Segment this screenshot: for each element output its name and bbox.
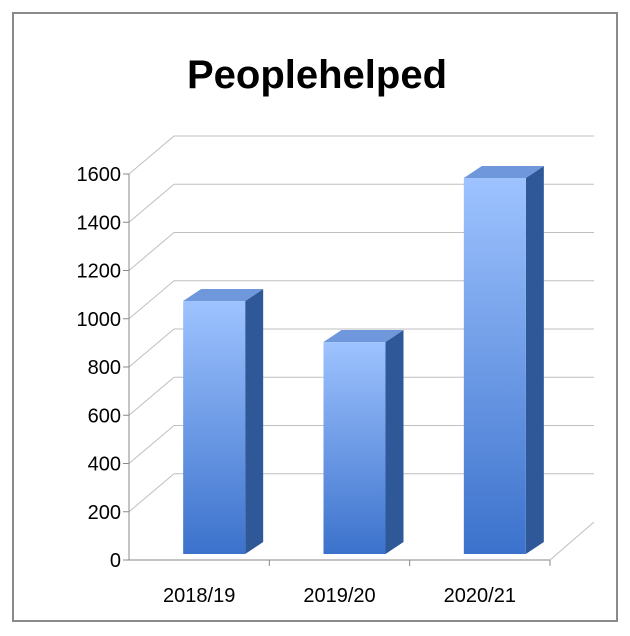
y-tick-label: 600 [88,405,121,427]
gridline-diagonal [129,426,174,464]
bar-side [245,289,263,554]
x-tick-label: 2020/21 [444,585,516,607]
y-tick-label: 1000 [77,309,122,331]
bar-1 [183,289,263,554]
bar-chart: People helped 0 200 400 600 800 1000 120… [14,14,620,624]
y-tick-label: 1200 [77,261,122,283]
x-axis-ticks: 2018/19 2019/20 2020/21 [163,560,550,607]
y-tick-label: 800 [88,357,121,379]
gridline-diagonal [129,136,174,174]
bars [183,166,544,554]
y-tick-label: 0 [110,550,121,572]
bar-front [464,178,526,554]
gridline-diagonal [129,233,174,271]
gridline-diagonal [129,329,174,367]
y-tick-label: 200 [88,502,121,524]
bar-2 [324,330,404,554]
x-tick-label: 2019/20 [303,585,375,607]
bar-3 [464,166,544,554]
bar-front [183,301,245,554]
y-axis-ticks: 0 200 400 600 800 1000 1200 1400 1600 [77,164,130,572]
floor-edge [550,522,594,560]
gridline-diagonal [129,474,174,512]
y-tick-label: 1600 [77,164,122,186]
y-tick-label: 400 [88,454,121,476]
chart-title: People helped [187,53,447,97]
bar-side [386,330,404,554]
y-tick-label: 1400 [77,212,122,234]
chart-frame: People helped 0 200 400 600 800 1000 120… [12,12,618,622]
gridline-diagonal [129,281,174,319]
gridline-diagonal [129,184,174,222]
x-tick-label: 2018/19 [163,585,235,607]
bar-side [526,166,544,554]
bar-front [324,342,386,554]
gridline-diagonal [129,377,174,415]
